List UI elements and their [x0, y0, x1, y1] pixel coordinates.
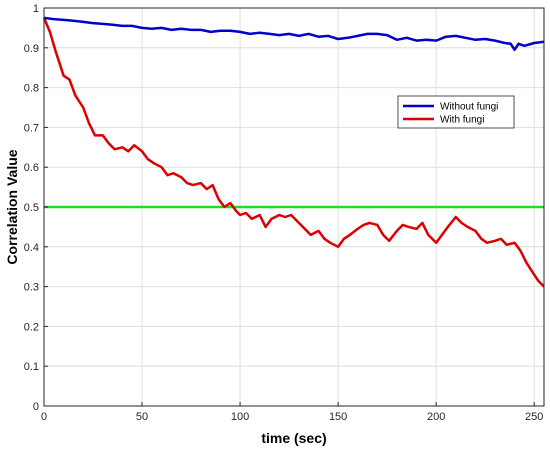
- y-tick-label: 0: [33, 401, 39, 413]
- x-tick-label: 100: [231, 411, 249, 423]
- y-tick-label: 0.4: [24, 242, 39, 254]
- tick-labels: 0 50 100 150 200 250 0 0.1 0.2 0.3 0.4 0.5 0.6 0.7 0.8…: [24, 3, 544, 423]
- y-tick-label: 0.9: [24, 43, 39, 55]
- y-tick-label: 0.6: [24, 162, 39, 174]
- y-tick-label: 0.8: [24, 83, 39, 95]
- series-line-without-fungi: [43, 16, 545, 52]
- y-tick-label: 0.2: [24, 321, 39, 333]
- legend-box: [397, 95, 515, 129]
- y-tick-label: 0.5: [24, 202, 39, 214]
- legend-label-without-fungi: Without fungi: [440, 102, 498, 113]
- y-tick-label: 0.1: [24, 361, 39, 373]
- y-axis-label: Correlation Value: [4, 149, 20, 264]
- legend: Without fungi With fungi: [397, 95, 515, 129]
- y-tick-label: 1: [33, 3, 39, 15]
- x-tick-label: 50: [136, 411, 148, 423]
- x-tick-label: 0: [41, 411, 47, 423]
- x-axis-label: time (sec): [261, 430, 326, 446]
- x-tick-label: 200: [427, 411, 445, 423]
- series-group: [42, 16, 545, 288]
- grid: [43, 7, 544, 407]
- series-line-with-fungi: [42, 17, 545, 288]
- x-tick-label: 250: [525, 411, 543, 423]
- y-tick-label: 0.3: [24, 282, 39, 294]
- y-tick-label: 0.7: [24, 122, 39, 134]
- x-tick-label: 150: [329, 411, 347, 423]
- legend-label-with-fungi: With fungi: [440, 115, 484, 126]
